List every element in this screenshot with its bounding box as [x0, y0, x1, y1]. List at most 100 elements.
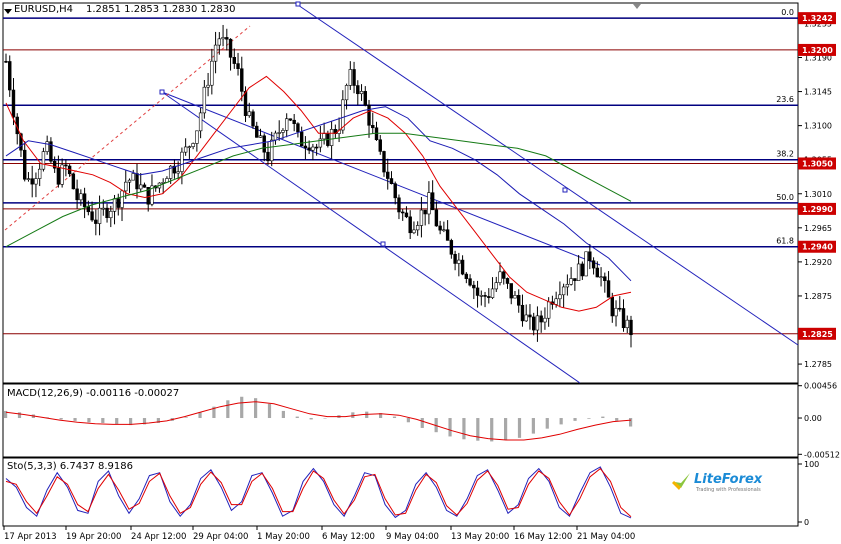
candle-body — [322, 133, 326, 140]
candle-body — [318, 138, 323, 148]
candle-body — [389, 178, 394, 185]
candle-body — [427, 192, 431, 215]
macd-histogram-bar — [615, 418, 619, 421]
candle-body — [386, 171, 390, 179]
macd-histogram-bar — [4, 410, 8, 419]
candle-body — [90, 211, 94, 221]
candle-body — [202, 86, 207, 114]
candle-body — [247, 111, 251, 116]
candle-body — [341, 99, 345, 131]
candle-body — [213, 44, 218, 62]
candle-body — [606, 280, 611, 298]
candle-body — [438, 225, 442, 231]
stochastic-panel-frame — [2, 457, 799, 527]
candle-body — [546, 301, 551, 319]
candle-body — [34, 178, 38, 185]
macd-histogram-bar — [309, 418, 313, 420]
candle-body — [479, 295, 483, 297]
time-tick-label: 24 Apr 12:00 — [131, 532, 186, 542]
fibonacci-label: 0.0 — [781, 8, 794, 17]
candle-body — [610, 296, 614, 317]
macd-histogram-bar — [573, 418, 577, 421]
stochastic-header: Sto(5,3,3) 6.7437 8.9186 — [7, 461, 133, 472]
candle-body — [191, 143, 195, 147]
macd-histogram-bar — [517, 418, 522, 438]
candle-body — [236, 63, 240, 70]
price-tag-label: 1.3050 — [802, 159, 833, 168]
candle-body — [146, 186, 150, 205]
macd-histogram-bar — [156, 418, 160, 423]
candle-body — [404, 212, 409, 218]
price-tick-label: 1.3145 — [804, 88, 832, 97]
candle-body — [37, 168, 42, 179]
candle-body — [243, 91, 248, 116]
candle-body — [94, 219, 98, 224]
macd-histogram-bar — [420, 418, 424, 428]
candle-body — [494, 282, 498, 290]
macd-histogram-bar — [476, 418, 480, 441]
candle-body — [348, 69, 353, 86]
candle-body — [11, 89, 16, 118]
candle-body — [86, 206, 91, 213]
candle-body — [109, 210, 113, 219]
macd-histogram-bar — [115, 418, 119, 425]
candle-body — [311, 146, 315, 151]
liteforex-logo: LiteForex Trading with Professionals — [672, 468, 772, 496]
macd-histogram-bar — [240, 396, 244, 419]
candle-body — [430, 192, 435, 211]
candle-body — [262, 135, 266, 153]
macd-histogram-bar — [462, 418, 466, 440]
macd-histogram-bar — [392, 416, 397, 419]
candle-body — [584, 251, 588, 277]
candle-body — [228, 38, 233, 58]
candle-body — [112, 198, 117, 212]
macd-histogram-bar — [129, 418, 133, 426]
candle-body — [356, 85, 360, 95]
candle-body — [599, 276, 603, 279]
candle-body — [573, 278, 577, 281]
macd-histogram-bar — [142, 418, 147, 425]
macd-tick-label: 0.00456 — [804, 382, 837, 391]
candle-body — [464, 273, 469, 279]
macd-tick-label: -0.00512 — [804, 450, 840, 459]
candle-body — [23, 149, 27, 180]
candle-body — [415, 225, 420, 231]
candle-body — [352, 69, 356, 86]
candle-body — [64, 164, 68, 167]
candle-body — [101, 207, 106, 210]
macd-histogram-bar — [198, 412, 202, 419]
candle-body — [558, 294, 562, 300]
candle-body — [412, 229, 416, 234]
price-tag — [798, 43, 836, 56]
logo-name: LiteForex — [694, 472, 763, 487]
macd-histogram-bar — [504, 418, 508, 440]
channel-anchor — [159, 89, 165, 95]
price-tag-label: 1.2940 — [802, 243, 833, 252]
time-tick-label: 19 Apr 20:00 — [66, 532, 121, 542]
candle-body — [19, 133, 23, 151]
candle-body — [423, 209, 427, 215]
candle-body — [307, 147, 311, 151]
candle-body — [487, 296, 491, 298]
price-tick-label: 1.2785 — [804, 360, 832, 369]
macd-histogram-bar — [101, 418, 105, 423]
candle-body — [161, 182, 165, 184]
ma-fast-line — [5, 75, 632, 312]
candle-body — [371, 124, 375, 129]
symbol-dropdown-icon[interactable] — [4, 9, 12, 14]
chart-header-symbol: EURUSD,H4 — [14, 4, 74, 15]
candle-body — [502, 271, 506, 279]
macd-histogram-bar — [587, 418, 591, 419]
candle-body — [4, 60, 8, 63]
time-tick-label: 6 May 12:00 — [322, 532, 375, 542]
candle-body — [217, 38, 222, 46]
candle-body — [127, 179, 132, 183]
price-tag-label: 1.2990 — [802, 205, 833, 214]
macd-histogram-bar — [601, 416, 605, 419]
candle-body — [273, 132, 278, 141]
candle-body — [457, 259, 461, 264]
macd-panel-frame — [2, 383, 799, 458]
candle-body — [408, 216, 412, 234]
macd-histogram-bar — [254, 398, 258, 419]
